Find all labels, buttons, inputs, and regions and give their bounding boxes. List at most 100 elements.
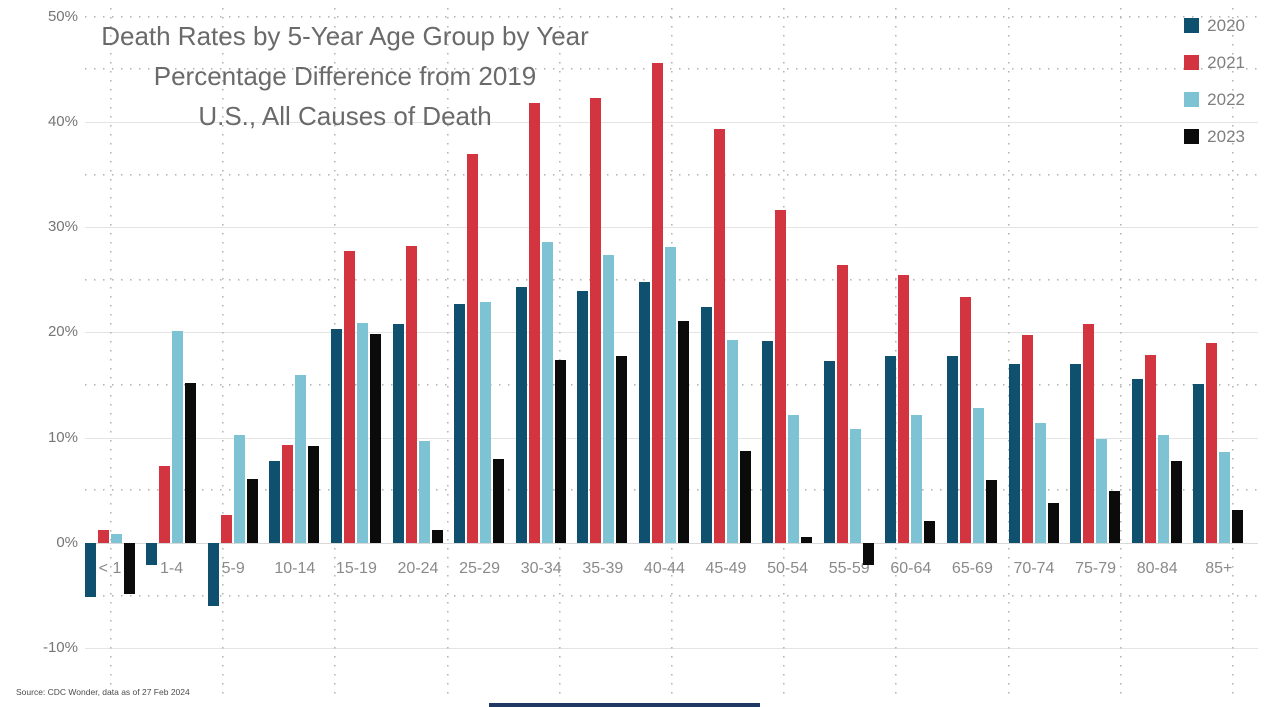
- x-axis-label: 15-19: [335, 560, 377, 577]
- bar-2023-30-34: [554, 359, 566, 543]
- x-axis-label: 65-69: [951, 560, 993, 577]
- title-line-3: U.S., All Causes of Death: [198, 101, 492, 131]
- x-axis-label: 45-49: [705, 560, 747, 577]
- bar-2022-20-24: [418, 440, 430, 543]
- bar-2021-1-4: [159, 466, 171, 543]
- bar-2022-15-19: [356, 322, 368, 543]
- bar-2021-40-44: [651, 62, 663, 543]
- bar-2020-10-14: [269, 460, 281, 543]
- bar-2021-15-19: [343, 251, 355, 543]
- bar-2022-25-29: [480, 301, 492, 543]
- x-axis-label: 30-34: [520, 560, 562, 577]
- bar-2021-<1: [97, 530, 109, 543]
- bar-2022-75-79: [1096, 438, 1108, 543]
- bar-2021-5-9: [220, 514, 232, 543]
- bar-2020-40-44: [638, 281, 650, 543]
- bar-2021-55-59: [836, 265, 848, 543]
- bar-2022-50-54: [788, 414, 800, 543]
- bar-2023-45-49: [739, 451, 751, 543]
- bar-2021-30-34: [528, 102, 540, 543]
- x-axis-label: < 1: [98, 560, 122, 577]
- source-note: Source: CDC Wonder, data as of 27 Feb 20…: [16, 687, 190, 697]
- legend-item-2020: 2020: [1184, 16, 1245, 35]
- bar-2020-30-34: [515, 287, 527, 543]
- bar-2021-20-24: [405, 246, 417, 543]
- bar-2023-<1: [123, 543, 135, 594]
- bar-2020-45-49: [700, 307, 712, 543]
- v-dotted-gridline: [446, 8, 449, 696]
- v-dotted-gridline: [1119, 8, 1122, 696]
- bar-2020-20-24: [392, 324, 404, 543]
- x-axis-label: 20-24: [397, 560, 439, 577]
- legend-swatch-icon: [1184, 55, 1200, 70]
- bar-2022-5-9: [233, 434, 245, 543]
- x-axis-label: 5-9: [221, 560, 245, 577]
- bar-2023-80-84: [1170, 460, 1182, 543]
- x-axis-label: 80-84: [1136, 560, 1178, 577]
- bar-2021-25-29: [467, 153, 479, 543]
- legend-item-2023: 2023: [1184, 127, 1245, 146]
- v-dotted-gridline: [895, 8, 898, 696]
- y-axis-tick: 50%: [47, 7, 78, 25]
- x-axis-label: 85+: [1205, 560, 1233, 577]
- legend-swatch-icon: [1184, 92, 1200, 107]
- bar-2022-80-84: [1157, 434, 1169, 543]
- bar-2021-65-69: [959, 296, 971, 543]
- y-axis-tick: 10%: [47, 428, 78, 446]
- bar-2022-35-39: [603, 254, 615, 543]
- bar-2021-35-39: [590, 97, 602, 543]
- bar-2021-50-54: [775, 210, 787, 543]
- v-dotted-gridline: [558, 8, 561, 696]
- bar-2022-40-44: [664, 247, 676, 543]
- bar-2023-20-24: [431, 530, 443, 543]
- legend-swatch-icon: [1184, 129, 1200, 144]
- x-axis-label: 70-74: [1013, 560, 1055, 577]
- bar-2022-<1: [110, 533, 122, 543]
- y-axis-tick: 0%: [56, 534, 78, 551]
- bar-2020-15-19: [330, 329, 342, 543]
- x-axis-label: 75-79: [1075, 560, 1117, 577]
- bar-2023-55-59: [862, 543, 874, 566]
- x-axis-label: 50-54: [767, 560, 809, 577]
- bar-2020-<1: [84, 543, 96, 597]
- x-axis-label: 40-44: [643, 560, 685, 577]
- bar-2021-70-74: [1021, 334, 1033, 543]
- bar-2022-60-64: [911, 414, 923, 543]
- bar-2023-60-64: [924, 520, 936, 543]
- title-line-2: Percentage Difference from 2019: [153, 61, 537, 91]
- legend-label: 2023: [1207, 126, 1245, 146]
- bar-2023-50-54: [801, 536, 813, 543]
- x-axis-label: 55-59: [828, 560, 870, 577]
- bar-2021-45-49: [713, 129, 725, 543]
- bar-2022-55-59: [849, 429, 861, 543]
- footer-bar: [489, 703, 760, 707]
- bar-2020-60-64: [885, 355, 897, 543]
- legend-label: 2020: [1207, 15, 1245, 35]
- title-line-1: Death Rates by 5-Year Age Group by Year: [101, 21, 589, 51]
- bar-2020-85+: [1193, 384, 1205, 543]
- v-dotted-gridline: [110, 8, 112, 696]
- y-axis-tick: 30%: [47, 218, 78, 236]
- bar-2020-1-4: [146, 543, 158, 566]
- bar-2021-80-84: [1144, 354, 1156, 543]
- bar-2020-70-74: [1008, 364, 1020, 543]
- bar-2023-40-44: [677, 320, 689, 543]
- bar-2022-70-74: [1034, 422, 1046, 543]
- x-axis-label: 60-64: [890, 560, 932, 577]
- bar-2023-5-9: [246, 478, 258, 543]
- bar-2020-75-79: [1070, 364, 1082, 543]
- v-dotted-gridline: [222, 8, 225, 696]
- legend-swatch-icon: [1184, 18, 1200, 33]
- bar-2023-1-4: [185, 382, 197, 543]
- bar-2021-10-14: [282, 445, 294, 543]
- bar-2023-35-39: [616, 355, 628, 543]
- bar-2023-70-74: [1047, 502, 1059, 543]
- bar-2023-15-19: [369, 333, 381, 543]
- bar-2023-10-14: [308, 446, 320, 543]
- bar-2023-85+: [1232, 510, 1244, 543]
- x-axis-label: 1-4: [160, 560, 184, 577]
- bar-2020-5-9: [207, 543, 219, 607]
- bar-2022-85+: [1219, 452, 1231, 543]
- x-axis-label: 35-39: [582, 560, 624, 577]
